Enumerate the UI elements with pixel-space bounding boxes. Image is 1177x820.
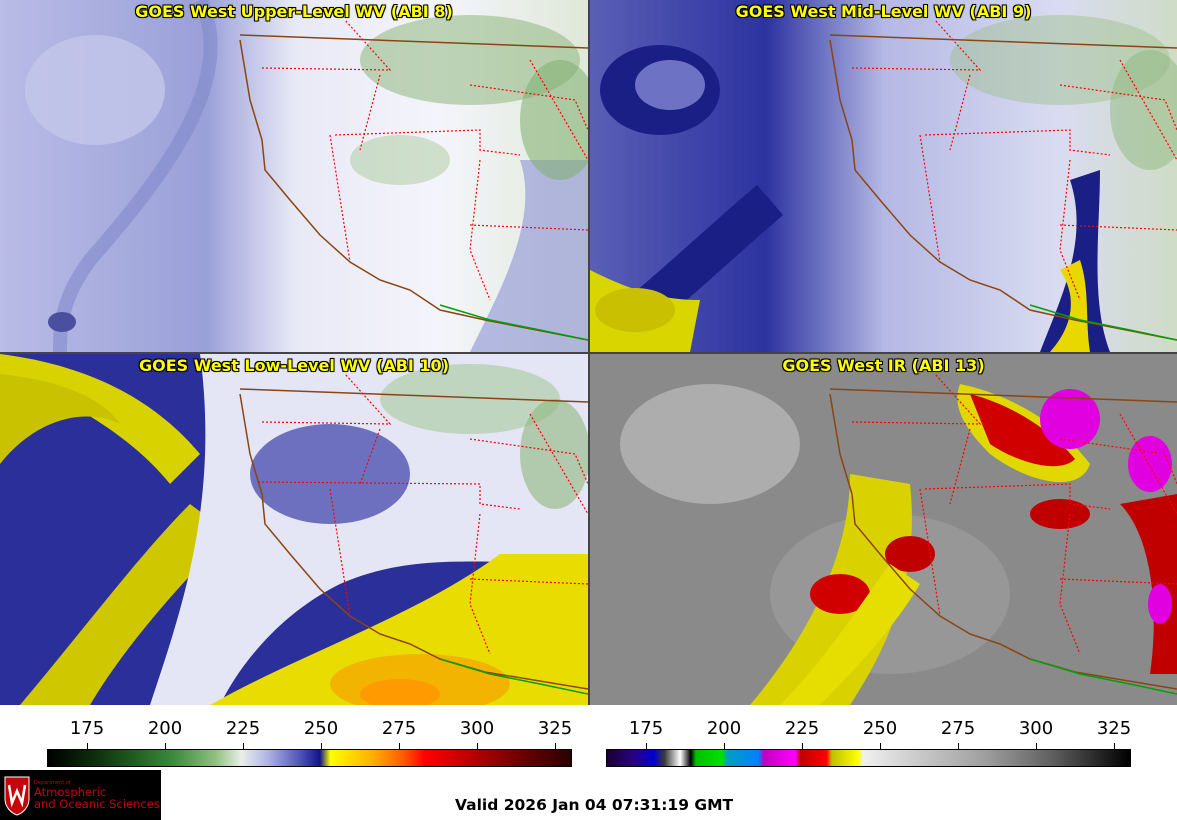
wv-colorbar-gradient [47, 749, 572, 767]
logo-line2-text: and Oceanic Sciences [34, 797, 160, 811]
panel-divider-horizontal [0, 352, 1177, 354]
ir-colorbar-tick: 250 [862, 718, 898, 739]
upper-level-wv-image [0, 0, 588, 352]
upper-level-wv-panel: GOES West Upper-Level WV (ABI 8) [0, 0, 588, 352]
wv-colorbar-tick: 300 [459, 718, 495, 739]
ir-colorbar-gradient [606, 749, 1131, 767]
low-level-wv-panel: GOES West Low-Level WV (ABI 10) [0, 354, 588, 705]
wv-colorbar-tick: 225 [225, 718, 261, 739]
valid-time-label: Valid 2026 Jan 04 07:31:19 GMT [455, 796, 734, 814]
logo-dept-text: Department of [34, 780, 71, 786]
ir-colorbar-tick: 300 [1018, 718, 1054, 739]
panel-title-upper-level: GOES West Upper-Level WV (ABI 8) [135, 2, 453, 21]
wv-colorbar-tick: 250 [303, 718, 339, 739]
wv-colorbar-tick: 175 [69, 718, 105, 739]
ir-colorbar-tick: 175 [628, 718, 664, 739]
logo-line1-text: Atmospheric [34, 785, 107, 799]
ir-image [590, 354, 1177, 705]
wv-colorbar-tick: 200 [147, 718, 183, 739]
mid-level-wv-panel: GOES West Mid-Level WV (ABI 9) [590, 0, 1177, 352]
low-level-wv-image [0, 354, 588, 705]
panel-title-mid-level: GOES West Mid-Level WV (ABI 9) [735, 2, 1032, 21]
wv-colorbar-tick: 325 [537, 718, 573, 739]
panel-title-ir: GOES West IR (ABI 13) [782, 356, 985, 375]
wv-colorbar-tick: 275 [381, 718, 417, 739]
ir-panel: GOES West IR (ABI 13) [590, 354, 1177, 705]
ir-colorbar-tick: 200 [706, 718, 742, 739]
panel-title-low-level: GOES West Low-Level WV (ABI 10) [138, 356, 449, 375]
ir-colorbar: 175 200 225 250 275 300 325 [588, 708, 1177, 770]
ir-colorbar-tick: 275 [940, 718, 976, 739]
uw-aos-logo: Department of Atmospheric and Oceanic Sc… [0, 770, 161, 820]
wv-colorbar: 175 200 225 250 275 300 325 [0, 708, 588, 770]
mid-level-wv-image [590, 0, 1177, 352]
ir-colorbar-tick: 325 [1096, 718, 1132, 739]
ir-colorbar-tick: 225 [784, 718, 820, 739]
uw-crest-icon [4, 776, 30, 816]
